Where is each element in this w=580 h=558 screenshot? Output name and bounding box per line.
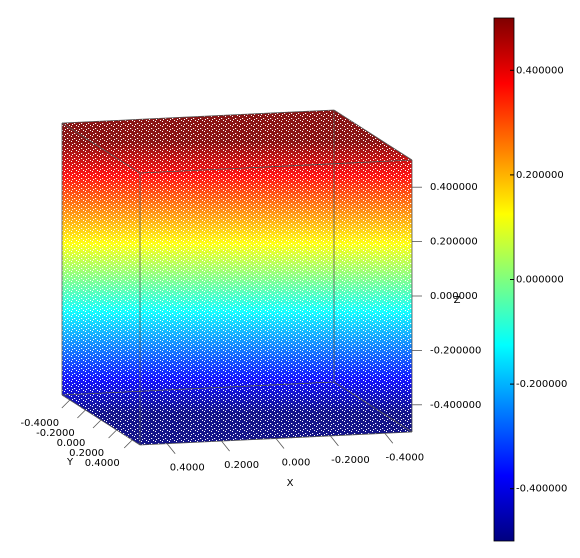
box-edge [333, 109, 413, 161]
x-tick-label: 0.4000 [170, 463, 205, 474]
x-tick-label: 0.000 [282, 458, 311, 469]
y-axis-label: Y [66, 457, 74, 468]
y-tick [108, 429, 117, 439]
box-edge [61, 381, 335, 396]
y-tick-label: 0.2000 [69, 448, 104, 459]
z-axis-label: Z [454, 295, 461, 306]
y-tick-label: -0.2000 [36, 428, 75, 439]
colorbar-tick-label: 0.000000 [516, 275, 564, 286]
x-axis-label: X [287, 478, 294, 489]
z-tick-label: 0.200000 [430, 237, 478, 248]
box-edge [139, 159, 413, 174]
colorbar-tick-label: 0.400000 [516, 65, 564, 76]
x-tick [330, 435, 339, 447]
x-tick [384, 433, 394, 444]
y-tick-label: -0.4000 [20, 418, 59, 429]
y-tick [92, 419, 102, 429]
x-tick-label: 0.2000 [224, 460, 259, 471]
z-tick-label: 0.000000 [430, 291, 478, 302]
x-tick-label: -0.4000 [385, 452, 424, 463]
point-cloud-texture [62, 110, 412, 445]
x-tick [275, 438, 285, 449]
box-edge [61, 122, 141, 174]
box-edge [333, 381, 413, 433]
colorbar-tick-label: -0.400000 [516, 484, 567, 495]
x-tick-label: -0.2000 [331, 455, 370, 466]
y-tick [77, 409, 86, 419]
x-tick [166, 443, 176, 454]
z-tick-label: -0.400000 [430, 400, 481, 411]
x-tick [221, 440, 230, 452]
colorbar-tick-label: 0.200000 [516, 170, 564, 181]
colorbar-tick-label: -0.200000 [516, 379, 567, 390]
y-tick-label: 0.4000 [85, 458, 120, 469]
y-tick-label: 0.000 [57, 438, 86, 449]
y-tick [61, 399, 71, 409]
z-tick-label: 0.400000 [430, 182, 478, 193]
z-tick-label: -0.200000 [430, 345, 481, 356]
box-edge [61, 109, 335, 124]
y-tick [123, 439, 133, 449]
